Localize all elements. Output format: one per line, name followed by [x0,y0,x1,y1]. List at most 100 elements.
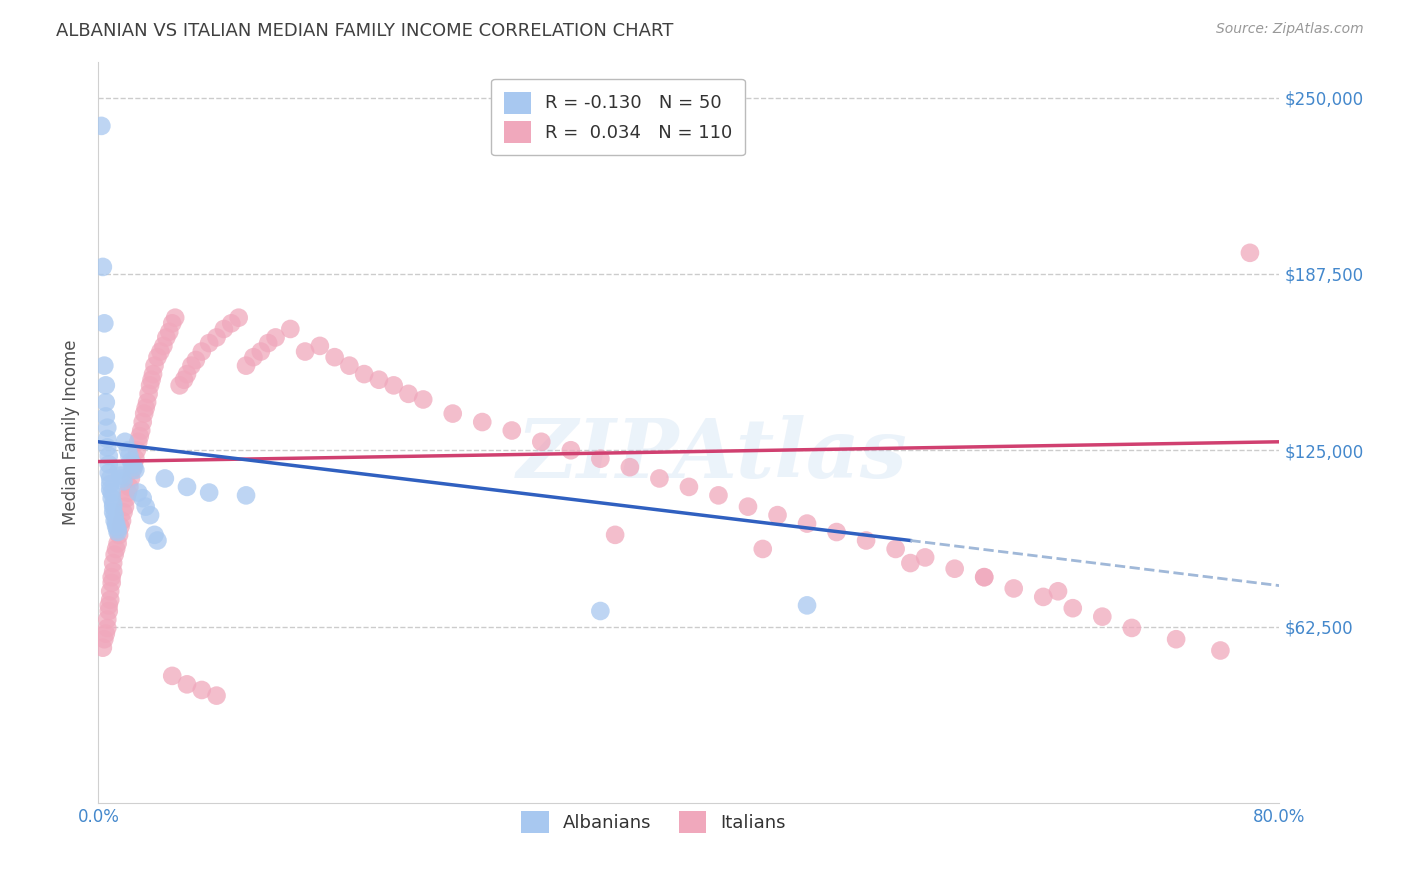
Point [121,463,143,477]
Point [139,508,162,522]
Point [100,570,122,584]
Point [103,505,125,519]
Point [115,491,138,506]
Point [138,387,160,401]
Point [103,565,125,579]
Point [323,350,346,364]
Point [107,536,129,550]
Point [678,480,700,494]
Point [104,514,127,528]
Point [136,395,159,409]
Point [91,260,114,274]
Legend: Albanians, Italians: Albanians, Italians [509,798,799,846]
Point [162,669,183,683]
Point [153,471,176,485]
Point [94,409,117,424]
Point [98,584,121,599]
Point [914,550,936,565]
Point [141,373,163,387]
Point [1166,632,1188,647]
Point [441,407,464,421]
Point [605,528,627,542]
Point [127,485,149,500]
Point [100,575,122,590]
Point [198,485,221,500]
Point [250,344,273,359]
Point [294,344,316,359]
Point [98,483,121,497]
Point [111,471,134,485]
Point [139,378,162,392]
Point [235,488,257,502]
Point [135,500,157,514]
Point [212,322,235,336]
Point [121,458,143,472]
Point [129,424,152,438]
Point [855,533,877,548]
Point [165,310,187,325]
Point [110,468,132,483]
Point [94,378,117,392]
Point [91,640,114,655]
Point [142,367,165,381]
Point [135,401,157,415]
Point [120,471,142,485]
Point [110,519,132,533]
Point [180,359,202,373]
Point [97,466,120,480]
Point [309,339,332,353]
Point [122,458,145,472]
Point [143,528,166,542]
Point [96,420,118,434]
Point [1002,582,1025,596]
Point [94,395,117,409]
Text: ALBANIAN VS ITALIAN MEDIAN FAMILY INCOME CORRELATION CHART: ALBANIAN VS ITALIAN MEDIAN FAMILY INCOME… [56,22,673,40]
Point [368,373,391,387]
Point [530,434,553,449]
Point [264,330,287,344]
Point [105,519,128,533]
Point [1032,590,1054,604]
Point [900,556,922,570]
Point [162,316,183,330]
Point [143,359,166,373]
Point [124,463,146,477]
Point [100,491,122,506]
Point [221,316,243,330]
Point [280,322,302,336]
Point [191,683,214,698]
Point [184,353,207,368]
Point [105,541,128,556]
Point [707,488,730,502]
Point [1046,584,1070,599]
Y-axis label: Median Family Income: Median Family Income [62,340,80,525]
Point [112,505,135,519]
Point [94,626,117,640]
Point [973,570,995,584]
Point [127,434,149,449]
Point [104,508,127,522]
Point [134,407,156,421]
Point [198,336,221,351]
Point [146,350,169,364]
Point [128,429,150,443]
Point [235,359,257,373]
Point [120,454,142,468]
Point [146,533,169,548]
Point [103,500,125,514]
Point [117,443,139,458]
Point [96,441,118,455]
Point [353,367,375,381]
Point [825,524,848,539]
Text: ZIPAtlas: ZIPAtlas [517,415,908,495]
Point [228,310,250,325]
Point [501,424,523,438]
Point [1062,601,1084,615]
Point [90,119,112,133]
Point [96,612,118,626]
Point [619,460,641,475]
Point [132,415,155,429]
Point [242,350,264,364]
Point [124,451,146,466]
Point [589,451,612,466]
